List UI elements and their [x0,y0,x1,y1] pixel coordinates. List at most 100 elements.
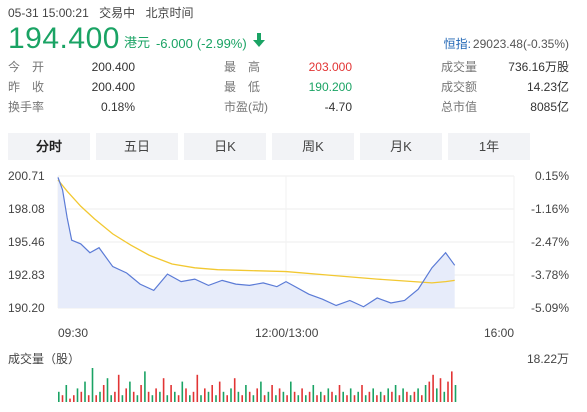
volume-bar [353,395,356,402]
volume-bar [383,395,386,402]
volume-bar [361,385,363,402]
volume-bar [237,391,240,402]
volume-bar [436,388,438,402]
stat-market-cap: 总市值 8085亿 [441,98,569,116]
volume-bar [439,378,442,402]
volume-bar [342,391,344,402]
timezone: 北京时间 [145,6,194,20]
trade-status: 交易中 [99,6,136,20]
volume-bar [102,385,105,402]
volume-bar [114,391,116,402]
volume-bar [267,391,270,402]
stat-amount: 成交额 14.23亿 [441,78,569,96]
volume-bar [248,391,251,402]
y-tick-pct: -1.16% [530,202,569,216]
volume-bar [99,391,101,402]
volume-bar [413,391,416,402]
index-value: 29023.48(-0.35%) [472,37,569,51]
y-tick-price: 198.08 [8,202,45,216]
quote-row: 194.400 港元 -6.000 (-2.99%) [8,24,265,54]
tab-monthly-k[interactable]: 月K [360,133,442,160]
volume-bar [293,391,296,402]
volume-bar [282,391,285,402]
volume-bar [417,388,419,402]
stat-label: 昨 收 [8,80,45,94]
volume-bar [335,395,337,402]
volume-bar [387,388,389,402]
volume-bar [428,381,431,402]
volume-axis-max: 18.22万 [526,352,569,366]
volume-bar [379,391,382,402]
volume-bar [162,378,165,402]
tab-weekly-k[interactable]: 周K [272,133,354,160]
volume-bar [406,391,408,402]
volume-bar [87,395,90,402]
y-tick-pct: 0.15% [534,169,569,183]
index-label[interactable]: 恒指: [443,37,471,51]
volume-bar [170,385,172,402]
volume-bar [226,395,228,402]
volume-bar [185,388,187,402]
price-change-pct: (-2.99%) [196,36,247,51]
x-tick-midday: 12:00/13:00 [255,326,319,340]
volume-bar [398,395,401,402]
tab-five-day[interactable]: 五日 [96,133,178,160]
current-price: 194.400 [8,22,120,55]
y-tick-pct: -3.78% [530,268,569,282]
volume-bar [349,388,352,402]
y-tick-price: 200.71 [8,169,45,183]
volume-bar [316,395,318,402]
volume-bar [368,391,371,402]
volume-bar [91,368,94,402]
tab-daily-k[interactable]: 日K [184,133,266,160]
stat-value: 190.200 [308,80,352,94]
volume-bar [308,391,311,402]
volume-bar [155,388,157,402]
volume-bar [357,391,359,402]
volume-bar [424,385,427,402]
x-tick-close: 16:00 [484,326,515,340]
volume-bar [290,381,292,402]
volume-bar [394,385,397,402]
stat-value: 736.16万股 [508,60,569,74]
tab-intraday[interactable]: 分时 [8,133,90,160]
volume-bar [278,388,281,402]
stat-label: 今 开 [8,60,45,74]
volume-bar [80,391,83,402]
stat-label: 总市值 [441,100,478,114]
volume-bar [204,388,206,402]
volume-bar [301,388,303,402]
volume-bar [364,395,367,402]
y-tick-price: 195.46 [8,235,45,249]
volume-bar [121,395,124,402]
volume-bar [331,391,333,402]
volume-bar [421,395,423,402]
volume-bar [454,385,457,402]
volume-bar [275,395,277,402]
stat-value: 200.400 [91,80,135,94]
volume-bar [241,395,243,402]
volume-bar [69,398,71,402]
volume-bar [192,391,195,402]
volume-bar [65,385,68,402]
status-bar: 05-31 15:00:21 交易中 北京时间 [8,4,200,21]
stat-low: 最 低 190.200 [224,78,352,96]
volume-bar [391,391,393,402]
tab-one-year[interactable]: 1年 [448,133,530,160]
stat-label: 换手率 [8,100,45,114]
volume-title: 成交量（股） [8,352,81,366]
stat-label: 最 低 [224,80,261,94]
currency-label: 港元 [123,35,150,50]
volume-bar [73,395,75,402]
stat-value: 14.23亿 [526,80,569,94]
volume-bar [144,371,146,402]
index-quote[interactable]: 恒指: 29023.48(-0.35%) [444,35,569,52]
stat-label: 市盈(动) [224,100,268,114]
volume-bar [443,391,446,402]
stat-label: 最 高 [224,60,261,74]
volume-bars [58,368,457,402]
volume-bar [256,388,258,402]
price-line [57,177,456,308]
volume-bar [451,371,453,402]
